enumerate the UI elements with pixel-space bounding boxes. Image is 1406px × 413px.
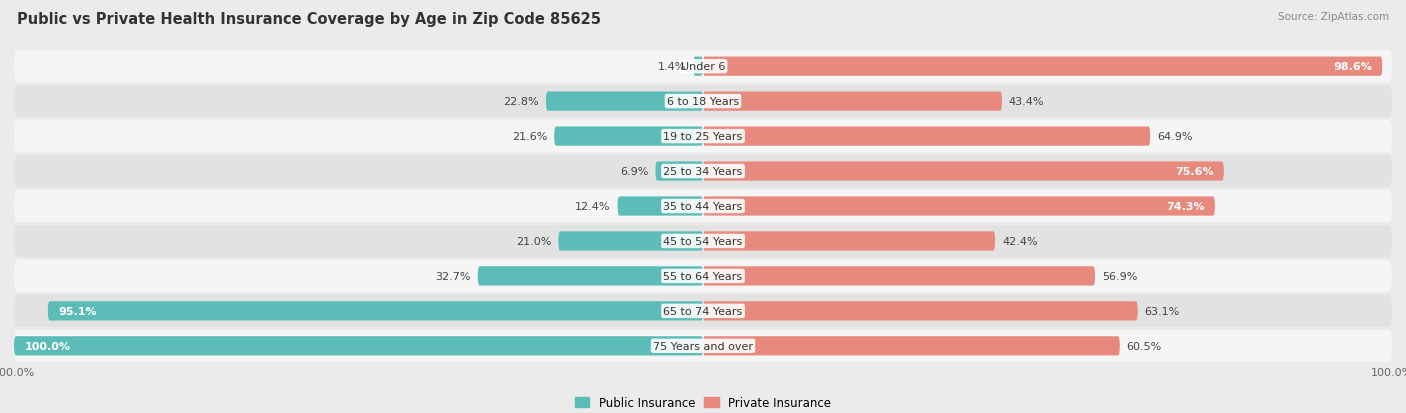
Text: 75.6%: 75.6% bbox=[1175, 166, 1213, 177]
FancyBboxPatch shape bbox=[703, 267, 1095, 286]
Text: 35 to 44 Years: 35 to 44 Years bbox=[664, 202, 742, 211]
FancyBboxPatch shape bbox=[693, 57, 703, 76]
Text: 95.1%: 95.1% bbox=[58, 306, 97, 316]
Text: 98.6%: 98.6% bbox=[1333, 62, 1372, 72]
FancyBboxPatch shape bbox=[546, 92, 703, 112]
Text: 60.5%: 60.5% bbox=[1126, 341, 1161, 351]
FancyBboxPatch shape bbox=[703, 162, 1223, 181]
FancyBboxPatch shape bbox=[703, 57, 1382, 76]
FancyBboxPatch shape bbox=[14, 121, 1392, 153]
FancyBboxPatch shape bbox=[14, 225, 1392, 257]
FancyBboxPatch shape bbox=[14, 190, 1392, 223]
FancyBboxPatch shape bbox=[703, 337, 1119, 356]
FancyBboxPatch shape bbox=[14, 86, 1392, 118]
Text: 32.7%: 32.7% bbox=[436, 271, 471, 281]
FancyBboxPatch shape bbox=[478, 267, 703, 286]
Text: 21.6%: 21.6% bbox=[512, 132, 547, 142]
Text: 21.0%: 21.0% bbox=[516, 236, 551, 247]
FancyBboxPatch shape bbox=[703, 232, 995, 251]
Text: 22.8%: 22.8% bbox=[503, 97, 538, 107]
FancyBboxPatch shape bbox=[703, 92, 1002, 112]
Text: 100.0%: 100.0% bbox=[24, 341, 70, 351]
FancyBboxPatch shape bbox=[14, 295, 1392, 327]
FancyBboxPatch shape bbox=[554, 127, 703, 146]
FancyBboxPatch shape bbox=[655, 162, 703, 181]
Text: 65 to 74 Years: 65 to 74 Years bbox=[664, 306, 742, 316]
Text: 55 to 64 Years: 55 to 64 Years bbox=[664, 271, 742, 281]
Text: 25 to 34 Years: 25 to 34 Years bbox=[664, 166, 742, 177]
Text: Under 6: Under 6 bbox=[681, 62, 725, 72]
Text: Public vs Private Health Insurance Coverage by Age in Zip Code 85625: Public vs Private Health Insurance Cover… bbox=[17, 12, 600, 27]
Text: Source: ZipAtlas.com: Source: ZipAtlas.com bbox=[1278, 12, 1389, 22]
Text: 56.9%: 56.9% bbox=[1102, 271, 1137, 281]
Text: 1.4%: 1.4% bbox=[658, 62, 686, 72]
Text: 43.4%: 43.4% bbox=[1010, 97, 1045, 107]
Text: 19 to 25 Years: 19 to 25 Years bbox=[664, 132, 742, 142]
Text: 74.3%: 74.3% bbox=[1166, 202, 1205, 211]
FancyBboxPatch shape bbox=[14, 337, 703, 356]
Text: 64.9%: 64.9% bbox=[1157, 132, 1192, 142]
FancyBboxPatch shape bbox=[14, 330, 1392, 362]
FancyBboxPatch shape bbox=[617, 197, 703, 216]
Legend: Public Insurance, Private Insurance: Public Insurance, Private Insurance bbox=[571, 392, 835, 413]
FancyBboxPatch shape bbox=[14, 260, 1392, 292]
FancyBboxPatch shape bbox=[703, 301, 1137, 321]
FancyBboxPatch shape bbox=[703, 197, 1215, 216]
FancyBboxPatch shape bbox=[558, 232, 703, 251]
Text: 6 to 18 Years: 6 to 18 Years bbox=[666, 97, 740, 107]
Text: 42.4%: 42.4% bbox=[1002, 236, 1038, 247]
FancyBboxPatch shape bbox=[14, 51, 1392, 83]
Text: 75 Years and over: 75 Years and over bbox=[652, 341, 754, 351]
Text: 12.4%: 12.4% bbox=[575, 202, 610, 211]
FancyBboxPatch shape bbox=[48, 301, 703, 321]
Text: 6.9%: 6.9% bbox=[620, 166, 648, 177]
Text: 63.1%: 63.1% bbox=[1144, 306, 1180, 316]
FancyBboxPatch shape bbox=[14, 156, 1392, 188]
Text: 45 to 54 Years: 45 to 54 Years bbox=[664, 236, 742, 247]
FancyBboxPatch shape bbox=[703, 127, 1150, 146]
